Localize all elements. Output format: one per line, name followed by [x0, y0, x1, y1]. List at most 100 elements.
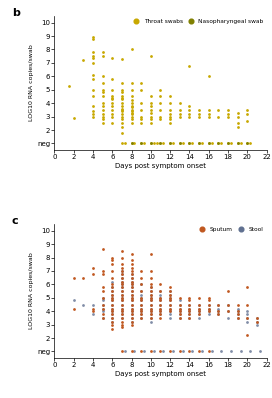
Point	[168, 292, 172, 298]
Point	[190, 348, 194, 355]
Point	[100, 295, 105, 301]
Point	[100, 288, 105, 294]
Point	[139, 315, 143, 321]
Point	[100, 120, 105, 127]
Point	[178, 308, 182, 314]
Point	[149, 140, 153, 146]
Point	[120, 297, 124, 304]
Point	[206, 301, 211, 308]
Point	[100, 305, 105, 312]
Point	[236, 311, 240, 317]
Point	[226, 301, 230, 308]
Point	[158, 295, 163, 301]
Point	[187, 140, 191, 146]
Point	[123, 348, 127, 355]
Point	[187, 315, 191, 321]
Point	[149, 319, 153, 325]
Point	[149, 315, 153, 321]
Point	[168, 120, 172, 127]
Point	[91, 60, 95, 66]
Point	[129, 140, 134, 146]
Point	[120, 295, 124, 301]
Point	[120, 93, 124, 100]
Point	[110, 284, 115, 290]
Point	[149, 297, 153, 304]
Point	[158, 305, 163, 312]
Point	[187, 308, 191, 314]
Point	[168, 295, 172, 301]
Point	[187, 113, 191, 120]
Point	[139, 308, 143, 314]
Point	[149, 288, 153, 294]
Point	[226, 140, 230, 146]
Point	[120, 301, 124, 308]
Point	[120, 275, 124, 281]
Point	[100, 89, 105, 96]
Point	[139, 288, 143, 294]
Point	[110, 107, 115, 113]
Point	[168, 140, 172, 146]
Point	[129, 308, 134, 314]
Point	[149, 103, 153, 109]
Point	[110, 319, 115, 325]
Point	[245, 117, 249, 124]
Point	[168, 305, 172, 312]
Point	[158, 308, 163, 314]
Point	[206, 305, 211, 312]
Point	[149, 311, 153, 317]
Point	[110, 93, 115, 100]
Point	[206, 311, 211, 317]
Point	[197, 348, 201, 355]
Point	[158, 305, 163, 312]
Point	[91, 86, 95, 93]
Point	[187, 315, 191, 321]
Point	[236, 315, 240, 321]
Point	[149, 116, 153, 123]
Point	[120, 261, 124, 267]
Point	[120, 113, 124, 120]
Point	[120, 292, 124, 298]
Point	[120, 120, 124, 127]
Point	[100, 295, 105, 301]
Point	[110, 113, 115, 120]
Point	[110, 111, 115, 117]
Point	[129, 111, 134, 117]
Point	[120, 281, 124, 288]
Point	[149, 295, 153, 301]
Point	[120, 105, 124, 112]
Point	[139, 308, 143, 314]
Point	[91, 111, 95, 117]
Point	[158, 292, 163, 298]
Point	[120, 288, 124, 294]
Point	[110, 305, 115, 312]
Point	[248, 140, 252, 146]
Point	[149, 100, 153, 106]
Point	[197, 301, 201, 308]
Point	[100, 116, 105, 123]
Point	[158, 140, 163, 146]
Point	[139, 311, 143, 317]
Point	[219, 348, 223, 355]
Point	[120, 295, 124, 301]
Point	[187, 107, 191, 113]
Point	[110, 311, 115, 317]
Point	[120, 116, 124, 123]
Point	[149, 268, 153, 274]
Point	[152, 348, 156, 355]
Point	[197, 311, 201, 317]
Point	[110, 76, 115, 82]
Point	[255, 315, 259, 321]
Point	[168, 93, 172, 100]
Point	[158, 100, 163, 106]
Point	[91, 34, 95, 41]
Point	[129, 305, 134, 312]
Point	[100, 107, 105, 113]
Point	[139, 301, 143, 308]
Point	[149, 308, 153, 314]
Point	[110, 301, 115, 308]
Point	[72, 305, 76, 312]
Point	[255, 322, 259, 328]
Point	[236, 315, 240, 321]
Point	[149, 284, 153, 290]
Point	[139, 113, 143, 120]
